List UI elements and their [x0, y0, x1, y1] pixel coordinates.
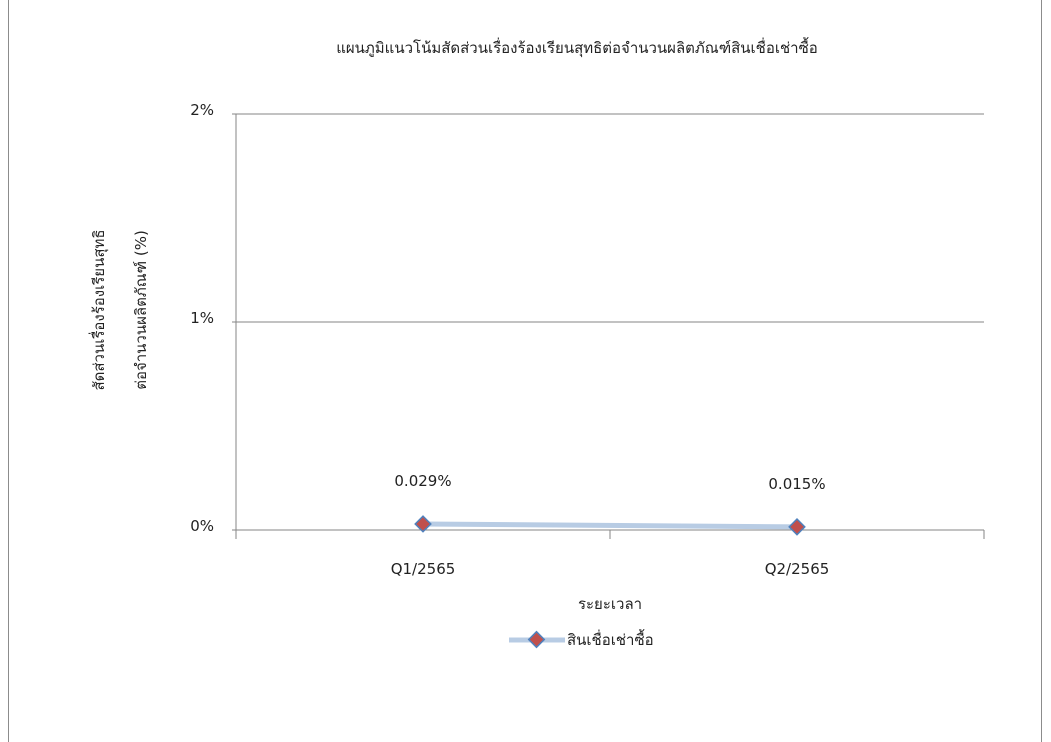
data-label-0-0: 0.029% — [394, 472, 451, 490]
data-labels: 0.029% 0.015% — [394, 472, 825, 493]
series-line-0 — [420, 521, 800, 530]
chart-frame: แผนภูมิแนวโน้มสัดส่วนเรื่องร้องเรียนสุทธ… — [8, 0, 1042, 742]
data-label-0-1: 0.015% — [768, 475, 825, 493]
y-axis-title-line-1: สัดส่วนเรื่องร้องเรียนสุทธิ — [88, 229, 109, 390]
data-points — [414, 515, 806, 536]
data-point-0-0 — [414, 515, 432, 533]
x-tick-label-0: Q1/2565 — [391, 560, 456, 578]
y-axis-title-line-2: ต่อจำนวนผลิตภัณฑ์ (%) — [132, 230, 150, 390]
x-tick-labels: Q1/2565 Q2/2565 — [391, 560, 830, 578]
y-axis-title: สัดส่วนเรื่องร้องเรียนสุทธิ ต่อจำนวนผลิต… — [88, 229, 150, 390]
line-chart: แผนภูมิแนวโน้มสัดส่วนเรื่องร้องเรียนสุทธ… — [88, 37, 985, 649]
y-tick-label-1: 1% — [190, 309, 214, 327]
legend: สินเชื่อเช่าซื้อ — [509, 629, 654, 649]
y-tick-label-0: 0% — [190, 517, 214, 535]
x-axis-title: ระยะเวลา — [578, 595, 642, 613]
gridlines — [236, 113, 984, 323]
axes — [232, 113, 985, 539]
y-tick-labels: 0% 1% 2% — [190, 101, 214, 535]
series-lines — [420, 521, 800, 530]
y-tick-label-2: 2% — [190, 101, 214, 119]
legend-marker — [527, 630, 546, 649]
data-point-0-1 — [788, 518, 806, 536]
legend-label: สินเชื่อเช่าซื้อ — [567, 629, 654, 649]
x-tick-label-1: Q2/2565 — [765, 560, 830, 578]
chart-title: แผนภูมิแนวโน้มสัดส่วนเรื่องร้องเรียนสุทธ… — [336, 37, 818, 58]
